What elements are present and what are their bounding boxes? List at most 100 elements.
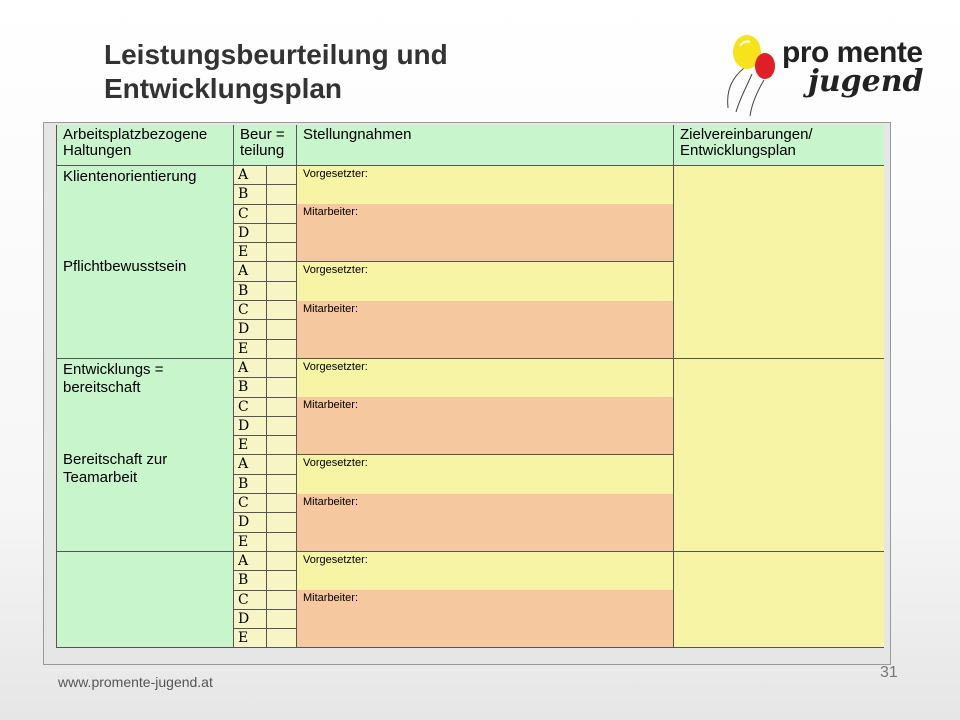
- rating-cell[interactable]: C: [233, 204, 297, 224]
- grade-checkbox[interactable]: [267, 359, 296, 377]
- rating-cell[interactable]: D: [233, 223, 297, 244]
- employee-statement-field[interactable]: Mitarbeiter:: [296, 300, 674, 359]
- header-attitudes: Arbeitsplatzbezogene Haltungen: [56, 125, 234, 166]
- employee-label: Mitarbeiter:: [303, 302, 359, 315]
- attitude-group: [56, 551, 234, 649]
- table-row: D: [57, 223, 884, 244]
- grade-checkbox[interactable]: [267, 340, 296, 358]
- goals-field[interactable]: [673, 165, 884, 359]
- supervisor-statement-field[interactable]: Vorgesetzter:: [296, 358, 674, 398]
- supervisor-statement-field[interactable]: Vorgesetzter:: [296, 454, 674, 494]
- rating-cell[interactable]: D: [233, 319, 297, 340]
- table-row: E: [57, 242, 884, 263]
- table-row: A Vorgesetzter:: [57, 454, 884, 494]
- grade-checkbox[interactable]: [267, 166, 296, 184]
- grade-checkbox[interactable]: [267, 552, 296, 570]
- table-row: B: [57, 281, 884, 302]
- rating-cell[interactable]: C: [233, 590, 297, 610]
- grade-checkbox[interactable]: [267, 494, 296, 512]
- rating-cell[interactable]: A: [233, 358, 297, 379]
- rating-cell[interactable]: B: [233, 184, 297, 205]
- grade-checkbox[interactable]: [267, 571, 296, 589]
- logo-brand-text: pro mente: [782, 36, 923, 69]
- employee-label: Mitarbeiter:: [303, 592, 359, 605]
- table-row: B: [57, 184, 884, 205]
- grade-checkbox[interactable]: [267, 282, 296, 300]
- grade-checkbox[interactable]: [267, 301, 296, 319]
- grade-letter: D: [234, 513, 267, 532]
- table-row: C Mitarbeiter:: [57, 300, 884, 359]
- grade-checkbox[interactable]: [267, 436, 296, 454]
- footer-url: www.promente-jugend.at: [58, 674, 213, 690]
- grade-checkbox[interactable]: [267, 378, 296, 396]
- rating-cell[interactable]: B: [233, 281, 297, 302]
- rating-cell[interactable]: D: [233, 512, 297, 533]
- rating-cell[interactable]: E: [233, 339, 297, 359]
- rating-cell[interactable]: B: [233, 377, 297, 398]
- grade-letter: D: [234, 416, 267, 436]
- rating-cell[interactable]: C: [233, 300, 297, 321]
- rating-cell[interactable]: A: [233, 261, 297, 282]
- rating-cell[interactable]: E: [233, 242, 297, 263]
- grade-checkbox[interactable]: [267, 243, 296, 261]
- rating-cell[interactable]: A: [233, 454, 297, 475]
- employee-statement-field[interactable]: Mitarbeiter:: [296, 590, 674, 649]
- grade-checkbox[interactable]: [267, 185, 296, 203]
- attitude-label: Bereitschaft zur Teamarbeit: [63, 450, 168, 486]
- grade-checkbox[interactable]: [267, 629, 296, 647]
- rating-cell[interactable]: D: [233, 609, 297, 630]
- grade-checkbox[interactable]: [267, 224, 296, 242]
- grade-checkbox[interactable]: [267, 398, 296, 416]
- goals-field[interactable]: [673, 358, 884, 552]
- grade-letter: E: [234, 339, 267, 358]
- grade-checkbox[interactable]: [267, 205, 296, 223]
- rating-cell[interactable]: C: [233, 397, 297, 417]
- grade-letter: E: [234, 436, 267, 455]
- rating-cell[interactable]: A: [233, 551, 297, 572]
- supervisor-statement-field[interactable]: Vorgesetzter:: [296, 551, 674, 591]
- title-line-2: Entwicklungsplan: [104, 73, 343, 104]
- table-row: A Vorgesetzter:: [57, 261, 884, 301]
- supervisor-statement-field[interactable]: Vorgesetzter:: [296, 261, 674, 301]
- attitude-label: Pflichtbewusstsein: [63, 258, 187, 275]
- goals-field[interactable]: [673, 551, 884, 649]
- rating-cell[interactable]: A: [233, 165, 297, 186]
- employee-statement-field[interactable]: Mitarbeiter:: [296, 397, 674, 456]
- grade-letter: B: [234, 185, 267, 204]
- rating-cell[interactable]: B: [233, 570, 297, 591]
- table-row: D: [57, 319, 884, 340]
- grade-checkbox[interactable]: [267, 320, 296, 338]
- grade-checkbox[interactable]: [267, 417, 296, 435]
- rating-cell[interactable]: B: [233, 474, 297, 495]
- table-row: E: [57, 435, 884, 456]
- grade-letter: A: [234, 166, 267, 185]
- grade-checkbox[interactable]: [267, 610, 296, 628]
- balloons-logo-icon: [727, 35, 775, 117]
- grade-letter: D: [234, 609, 267, 629]
- rating-cell[interactable]: E: [233, 435, 297, 456]
- grade-letter: B: [234, 281, 267, 301]
- grade-letter: C: [234, 494, 267, 513]
- grade-checkbox[interactable]: [267, 455, 296, 473]
- table-row: Entwicklungs = bereitschaft Bereitschaft …: [56, 358, 884, 552]
- grade-checkbox[interactable]: [267, 475, 296, 493]
- grade-checkbox[interactable]: [267, 591, 296, 609]
- rating-cell[interactable]: E: [233, 628, 297, 649]
- rating-cell[interactable]: C: [233, 493, 297, 514]
- employee-statement-field[interactable]: Mitarbeiter:: [296, 204, 674, 263]
- header-row: Arbeitsplatzbezogene Haltungen Beur = teil…: [56, 125, 884, 166]
- table-row: E: [57, 628, 884, 649]
- supervisor-statement-field[interactable]: Vorgesetzter:: [296, 165, 674, 205]
- attitude-label: Klientenorientierung: [63, 168, 197, 185]
- rating-cell[interactable]: D: [233, 416, 297, 437]
- grade-checkbox[interactable]: [267, 513, 296, 531]
- grade-checkbox[interactable]: [267, 533, 296, 551]
- grade-letter: D: [234, 320, 267, 339]
- employee-label: Mitarbeiter:: [303, 206, 359, 219]
- table-row: Klientenorientierung Pflichtbewusstsein A V…: [56, 165, 884, 359]
- grade-checkbox[interactable]: [267, 262, 296, 280]
- attitude-group: Entwicklungs = bereitschaft Bereitschaft …: [56, 358, 234, 552]
- header-rating: Beur = teilung: [233, 125, 297, 166]
- employee-statement-field[interactable]: Mitarbeiter:: [296, 493, 674, 552]
- rating-cell[interactable]: E: [233, 532, 297, 552]
